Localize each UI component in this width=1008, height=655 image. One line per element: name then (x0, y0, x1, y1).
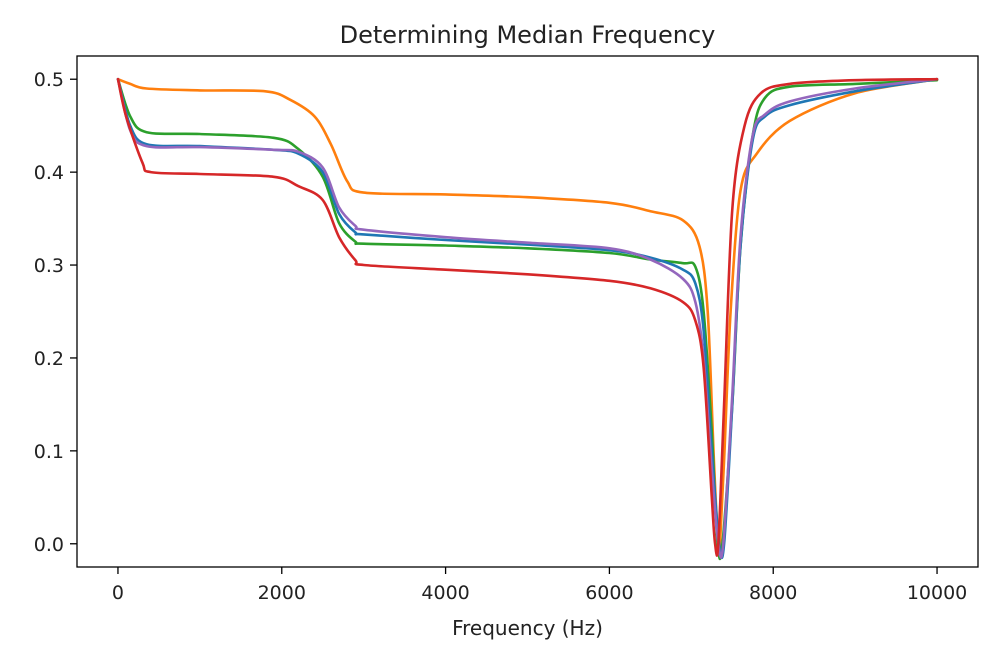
x-axis: 0 2000 4000 6000 8000 10000 (112, 567, 967, 604)
y-axis: 0.0 0.1 0.2 0.3 0.4 0.5 (34, 69, 77, 556)
series-line-1 (116, 77, 939, 555)
series-line-5 (116, 77, 939, 557)
y-tick-label: 0.0 (34, 534, 64, 556)
x-tick-label: 6000 (585, 582, 633, 604)
x-tick-label: 4000 (421, 582, 469, 604)
y-tick-label: 0.3 (34, 255, 64, 277)
x-tick-label: 10000 (907, 582, 967, 604)
x-axis-label: Frequency (Hz) (452, 616, 603, 640)
y-tick-label: 0.1 (34, 441, 64, 463)
x-tick-label: 0 (112, 582, 124, 604)
y-tick-label: 0.5 (34, 69, 64, 91)
chart-title: Determining Median Frequency (340, 21, 716, 49)
series-layer (116, 77, 939, 561)
x-tick-label: 2000 (258, 582, 306, 604)
series-line-3 (116, 77, 939, 560)
series-line-2 (116, 77, 939, 561)
plot-frame (76, 55, 979, 568)
series-line-4 (116, 77, 939, 559)
x-tick-label: 8000 (749, 582, 797, 604)
y-tick-label: 0.2 (34, 348, 64, 370)
y-tick-label: 0.4 (34, 162, 64, 184)
